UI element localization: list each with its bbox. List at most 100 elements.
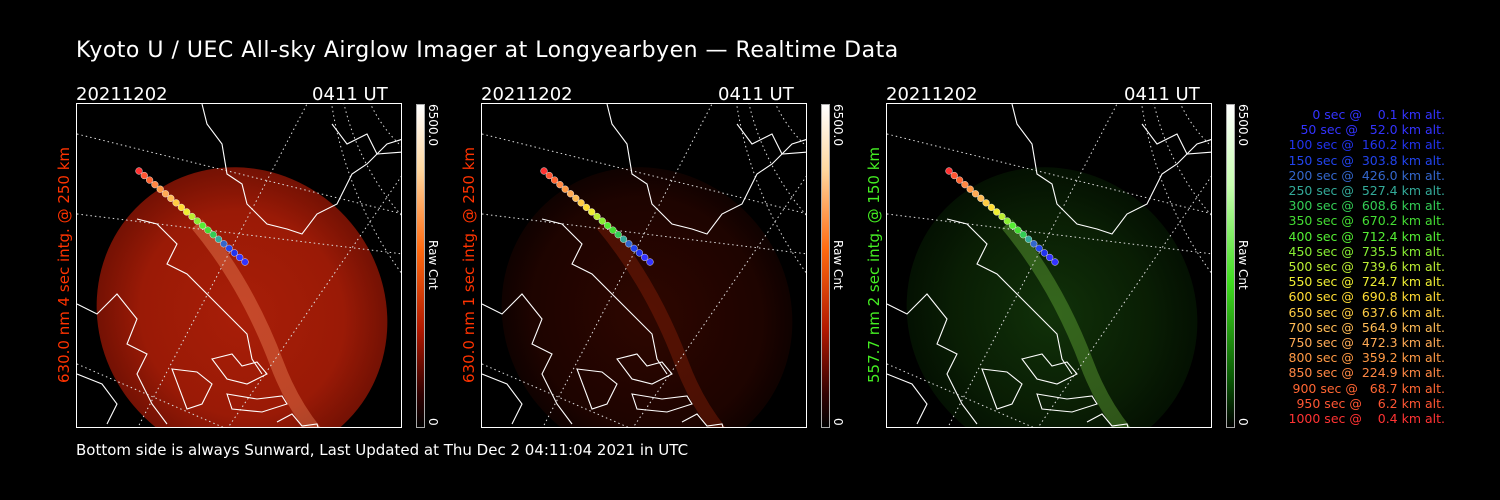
coastline <box>736 123 806 155</box>
coastline <box>1021 353 1078 385</box>
trajectory-dot <box>1014 226 1022 234</box>
panel-1-ylabel: 630.0 nm 4 sec intg. @ 250 km <box>55 146 73 383</box>
trajectory-dot <box>598 217 606 225</box>
trajectory-dot <box>998 212 1006 221</box>
trajectory-dot <box>241 258 249 266</box>
trajectory-dot <box>630 244 638 252</box>
panel-3-cbar-unit: Raw Cnt <box>1236 240 1250 290</box>
legend-row: 600 sec @ 690.8 km alt. <box>1284 289 1446 305</box>
trajectory-dot <box>1030 240 1038 248</box>
coastline <box>1141 123 1211 155</box>
panel-2-date: 20211202 <box>481 84 573 105</box>
longitude-line <box>482 363 629 427</box>
trajectory-dot <box>950 171 958 180</box>
legend-row: 950 sec @ 6.2 km alt. <box>1292 395 1445 411</box>
coastline <box>606 104 806 235</box>
panel-2-map <box>482 104 806 427</box>
trajectory-dot <box>236 253 244 262</box>
legend-row: 50 sec @ 52.0 km alt. <box>1292 122 1445 138</box>
trajectory-dot <box>220 240 228 248</box>
trajectory-dot <box>225 244 233 252</box>
trajectory-dot <box>1040 249 1049 257</box>
allsky-disc <box>501 167 793 427</box>
trajectory-legend: 0 sec @ 0.1 km alt. 50 sec @ 52.0 km alt… <box>1265 107 1446 426</box>
trajectory-dot <box>172 199 180 207</box>
coastline <box>171 368 213 410</box>
legend-row: 150 sec @ 303.8 km alt. <box>1284 152 1446 168</box>
legend-row: 0 sec @ 0.1 km alt. <box>1300 107 1445 122</box>
aurora-arc <box>191 219 321 427</box>
panel-2-cbar-unit: Raw Cnt <box>831 240 845 290</box>
trajectory-dot <box>614 231 622 239</box>
trajectory-dot <box>556 181 564 189</box>
trajectory-dot <box>204 226 212 234</box>
latitude-circle <box>775 104 806 147</box>
legend-row: 550 sec @ 724.7 km alt. <box>1284 274 1446 290</box>
legend-row: 450 sec @ 735.5 km alt. <box>1284 243 1446 259</box>
panel-1-map <box>77 104 401 427</box>
coastline <box>482 293 573 425</box>
coastline <box>331 123 401 155</box>
trajectory-dot <box>151 181 159 189</box>
trajectory-dot <box>593 212 601 221</box>
trajectory-dot <box>167 194 175 202</box>
coastline <box>136 218 263 375</box>
trajectory-dot <box>145 176 154 184</box>
panel-2-cbar-min: 0 <box>831 418 845 426</box>
longitude-line <box>887 363 1034 427</box>
coastline <box>276 413 319 427</box>
trajectory-dot <box>987 203 996 212</box>
coastline <box>482 373 523 425</box>
coastline <box>226 393 288 413</box>
trajectory-dot <box>609 226 617 234</box>
trajectory-dot <box>230 249 239 257</box>
panel-3-date: 20211202 <box>886 84 978 105</box>
trajectory-dot <box>161 190 170 198</box>
trajectory-dot <box>1003 217 1011 225</box>
coastline <box>576 368 618 410</box>
trajectory-dot <box>214 235 223 243</box>
trajectory-dot <box>641 253 649 262</box>
panel-3-colorbar <box>1226 104 1235 428</box>
panel-2-ylabel: 630.0 nm 1 sec intg. @ 250 km <box>460 146 478 383</box>
panel-2-colorbar <box>821 104 830 428</box>
longitude-line <box>887 133 1211 215</box>
longitude-line <box>887 213 1211 255</box>
trajectory-dot <box>961 181 969 189</box>
trajectory-dot <box>635 249 644 257</box>
panel-1-cbar-unit: Raw Cnt <box>426 240 440 290</box>
legend-row: 500 sec @ 739.6 km alt. <box>1284 259 1446 275</box>
trajectory-dot <box>140 171 148 180</box>
longitude-line <box>482 213 806 255</box>
panel-3-image <box>886 103 1212 428</box>
trajectory-dot <box>1046 253 1054 262</box>
latitude-circle <box>370 104 401 147</box>
trajectory-dot <box>646 258 654 266</box>
trajectory-dot <box>588 208 596 216</box>
legend-row: 650 sec @ 637.6 km alt. <box>1284 304 1446 320</box>
coastline <box>887 373 928 425</box>
panel-3-time: 0411 UT <box>1124 84 1200 105</box>
trajectory-dot <box>603 221 612 230</box>
trajectory-dot <box>540 167 548 175</box>
trajectory-dot <box>545 171 553 180</box>
trajectory-dot <box>1019 231 1027 239</box>
legend-row: 100 sec @ 160.2 km alt. <box>1284 137 1446 153</box>
coastline <box>946 218 1073 375</box>
trajectory-dot <box>188 212 196 221</box>
trajectory-dot <box>572 194 580 202</box>
trajectory-dot <box>1035 244 1043 252</box>
legend-row: 350 sec @ 670.2 km alt. <box>1284 213 1446 229</box>
trajectory-dot <box>619 235 628 243</box>
coastline <box>681 413 724 427</box>
legend-row: 900 sec @ 68.7 km alt. <box>1288 380 1445 396</box>
legend-row: 800 sec @ 359.2 km alt. <box>1284 350 1446 366</box>
trajectory-dot <box>198 221 207 230</box>
trajectory-dot <box>1051 258 1059 266</box>
trajectory-dot <box>966 185 974 193</box>
allsky-disc <box>906 167 1198 427</box>
trajectory-dot <box>1008 221 1017 230</box>
panel-1-time: 0411 UT <box>312 84 388 105</box>
aurora-arc <box>1001 219 1131 427</box>
trajectory-dot <box>550 176 559 184</box>
